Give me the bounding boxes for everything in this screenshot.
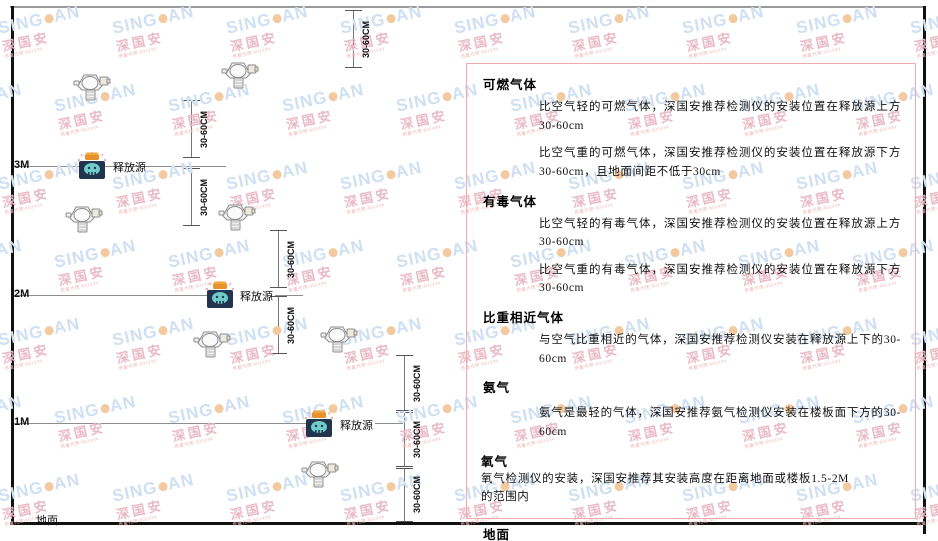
dimension-label-c2: 30-60CM [286, 306, 296, 344]
gas-release-source-icon [302, 409, 336, 439]
section-title: 氨气 [483, 381, 511, 396]
dimension-label-d3: 30-60CM [412, 475, 422, 513]
level-rule-3m [14, 166, 226, 167]
section-flammable-gas: 可燃气体 比空气轻的可燃气体，深国安推荐检测仪的安装位置在释放源上方30-60c… [481, 74, 901, 182]
section-ammonia: 氨气 氨气是最轻的气体，深国安推荐氨气检测仪安装在楼板面下方的30-60cm [481, 377, 901, 441]
level-label-2m: 2M [14, 288, 30, 300]
level-rule-2m [14, 295, 212, 296]
dimension-label-d1: 30-60CM [412, 364, 422, 402]
section-title: 可燃气体 [483, 78, 538, 92]
dimension-label-a2: 30-60CM [199, 178, 209, 216]
frame-right-border [923, 6, 926, 534]
vertical-axis [11, 6, 14, 524]
gas-detector-icon [298, 455, 342, 491]
section-ground: 地面 检测仪地面间距，深国安推荐在30-60cm，且不得小于30cm，因为过低容… [481, 524, 901, 541]
dimension-label-c1: 30-60CM [286, 240, 296, 278]
gas-detector-icon [218, 56, 262, 92]
level-label-3m: 3M [14, 159, 30, 171]
section-toxic-gas: 有毒气体 比空气轻的有毒气体，深国安推荐检测仪的安装位置在释放源上方30-60c… [481, 191, 901, 299]
gas-release-source-icon [203, 280, 237, 310]
section-paragraph: 氧气检测仪的安装，深国安推荐其安装高度在距离地面或楼板1.5-2M的范围内 [481, 472, 849, 504]
level-rule-1m [14, 423, 324, 424]
section-oxygen: 氧气氧气检测仪的安装，深国安推荐其安装高度在距离地面或楼板1.5-2M的范围内 [481, 451, 901, 507]
release-source-label: 释放源 [240, 291, 273, 303]
gas-detector-icon [70, 68, 114, 104]
section-title: 有毒气体 [483, 194, 538, 209]
section-paragraph: 比空气轻的可燃气体，深国安推荐检测仪的安装位置在释放源上方30-60cm [539, 101, 901, 132]
section-similar-density-gas: 比重相近气体 与空气比重相近的气体，深国安推荐检测仪安装在释放源上下的30-60… [481, 307, 901, 368]
dimension-label-d2: 30-60CM [412, 420, 422, 458]
dimension-label-b1: 30-60CM [361, 20, 371, 58]
section-paragraph: 比空气轻的有毒气体，深国安推荐检测仪的安装位置在释放源上方30-60cm [539, 217, 901, 249]
gas-detector-icon [215, 198, 259, 234]
release-source-label: 释放源 [113, 162, 146, 174]
section-paragraph: 比空气重的可燃气体，深国安推荐检测仪的安装位置在释放源下方30-60cm，且地面… [539, 147, 901, 178]
section-paragraph: 比空气重的有毒气体，深国安推荐检测仪的安装位置在释放源下方30-60cm [539, 263, 901, 295]
guidance-panel: 可燃气体 比空气轻的可燃气体，深国安推荐检测仪的安装位置在释放源上方30-60c… [466, 63, 916, 541]
section-title: 地面 [483, 527, 511, 541]
dimension-label-a1: 30-60CM [199, 110, 209, 148]
ground-baseline [10, 522, 926, 525]
section-title: 氧气 [481, 454, 509, 469]
frame-top-border [10, 6, 926, 8]
leader-line [275, 295, 303, 296]
gas-release-source-icon [75, 151, 109, 181]
gas-detector-icon [317, 320, 361, 356]
gas-detector-icon [62, 200, 106, 236]
ground-label: 地面 [36, 515, 58, 527]
section-title: 比重相近气体 [483, 311, 565, 325]
section-paragraph: 氨气是最轻的气体，深国安推荐氨气检测仪安装在楼板面下方的30-60cm [539, 407, 901, 438]
release-source-label: 释放源 [340, 420, 373, 432]
section-paragraph: 与空气比重相近的气体，深国安推荐检测仪安装在释放源上下的30-60cm [539, 334, 901, 365]
leader-line [375, 423, 403, 424]
gas-detector-icon [190, 325, 234, 361]
level-label-1m: 1M [14, 416, 30, 428]
